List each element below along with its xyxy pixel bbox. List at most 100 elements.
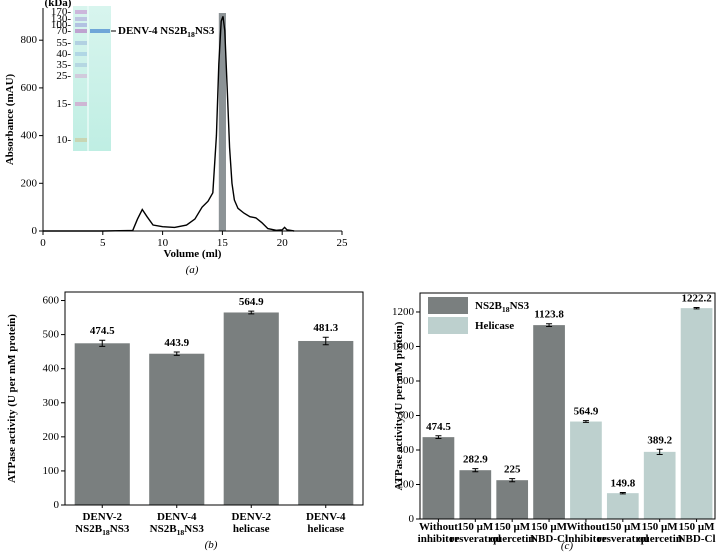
error-bar	[322, 336, 329, 346]
bar	[149, 353, 205, 505]
error-bar	[582, 420, 589, 423]
x-tick-label: Without inhibitor	[418, 520, 460, 544]
gel-marker-label: 70-	[56, 25, 71, 37]
bar	[680, 308, 713, 519]
bar	[223, 312, 279, 505]
value-label: 564.9	[239, 296, 264, 308]
value-label: 149.8	[610, 477, 635, 489]
bar	[74, 343, 130, 505]
panel-label: (c)	[561, 540, 574, 552]
panel-label: (b)	[205, 539, 218, 551]
gel-marker-label: 15-	[56, 98, 71, 110]
value-label: 225	[504, 463, 521, 475]
y-tick-label: 200	[21, 177, 38, 189]
value-label: 1123.8	[534, 308, 564, 320]
gel-unit-label: (kDa)	[45, 0, 72, 9]
gel-marker-label: 25-	[56, 70, 71, 82]
bar	[422, 437, 455, 519]
gel-marker-label: 130-	[51, 13, 72, 25]
y-tick-label: 600	[43, 294, 60, 306]
marker-band	[75, 23, 87, 27]
value-label: 474.5	[426, 420, 451, 432]
x-axis-label: Volume (ml)	[164, 248, 222, 260]
gel-marker-label: 100-	[51, 19, 72, 31]
value-label: 1222.2	[681, 292, 712, 304]
gel-marker-label: 10-	[56, 134, 71, 146]
gel-marker-label: 35-	[56, 59, 71, 71]
y-tick-label: 400	[21, 129, 38, 141]
y-tick-label: 800	[21, 34, 38, 46]
error-bar	[509, 478, 516, 483]
value-label: 282.9	[463, 453, 488, 465]
x-tick-label: 25	[337, 237, 349, 249]
y-tick-label: 400	[43, 362, 60, 374]
shaded-fraction	[218, 13, 226, 231]
x-tick-label: 150 μM resveratrol	[450, 520, 502, 544]
gel-image	[73, 6, 111, 151]
x-tick-label: 150 μM quercetin	[490, 520, 534, 544]
x-tick-label: DENV-2 NS2B18NS3	[75, 510, 130, 537]
y-tick-label: 300	[43, 396, 60, 408]
legend-swatch	[428, 317, 468, 334]
x-tick-label: Without inhibitor	[565, 520, 607, 544]
y-tick-label: 100	[43, 464, 60, 476]
marker-band	[75, 102, 87, 106]
error-bar	[173, 351, 180, 356]
x-tick-label: 150 μM quercetin	[637, 520, 681, 544]
y-tick-label: 800	[398, 375, 415, 387]
y-tick-label: 600	[398, 409, 415, 421]
y-tick-label: 200	[398, 478, 415, 490]
error-bar	[656, 448, 663, 455]
value-label: 564.9	[574, 405, 599, 417]
x-tick-label: 10	[157, 237, 169, 249]
y-axis-label: ATPase activity (U per mM protein)	[6, 314, 18, 483]
gel-marker-label: 170-	[51, 6, 72, 18]
error-bar	[99, 339, 106, 347]
marker-band	[75, 17, 87, 21]
chromatogram-line	[43, 16, 295, 232]
bar	[298, 340, 354, 505]
bar	[606, 493, 639, 519]
y-axis-label: ATPase activity (U per mM protein)	[393, 321, 405, 490]
legend-swatch	[428, 297, 468, 314]
y-tick-label: 0	[32, 225, 38, 237]
panel-label: (a)	[186, 264, 199, 276]
marker-band	[75, 29, 87, 33]
bar	[459, 470, 492, 519]
error-bar	[248, 310, 255, 315]
x-tick-label: DENV-4 helicase	[306, 510, 346, 534]
x-tick-label: DENV-2 helicase	[231, 510, 271, 534]
error-bar	[619, 491, 626, 495]
bar	[533, 325, 565, 519]
x-tick-label: 150 μM NBD-Cl	[530, 520, 568, 544]
x-tick-label: 15	[217, 237, 229, 249]
value-label: 389.2	[647, 434, 672, 446]
x-tick-label: 20	[277, 237, 289, 249]
marker-band	[75, 52, 87, 56]
marker-band	[75, 138, 87, 142]
value-label: 474.5	[90, 325, 115, 337]
error-bar	[693, 306, 700, 310]
bar	[496, 480, 529, 519]
error-bar	[546, 323, 553, 328]
y-tick-label: 0	[54, 499, 60, 511]
error-bar	[472, 468, 479, 473]
y-tick-label: 1200	[392, 306, 415, 318]
marker-band	[75, 41, 87, 45]
bar	[643, 451, 676, 519]
y-tick-label: 500	[43, 328, 60, 340]
marker-band	[75, 63, 87, 67]
plot-frame	[64, 291, 364, 506]
marker-band	[75, 74, 87, 78]
value-label: 481.3	[313, 322, 338, 334]
gel-marker-label: 40-	[56, 48, 71, 60]
marker-band	[75, 10, 87, 14]
y-tick-label: 600	[21, 81, 38, 93]
y-tick-label: 400	[398, 444, 415, 456]
error-bar	[435, 435, 442, 440]
y-axis-label: Absorbance (mAU)	[4, 73, 16, 165]
gel-marker-label: 55-	[56, 37, 71, 49]
x-tick-label: 150 μM resveratrol	[597, 520, 649, 544]
bar	[570, 421, 602, 519]
